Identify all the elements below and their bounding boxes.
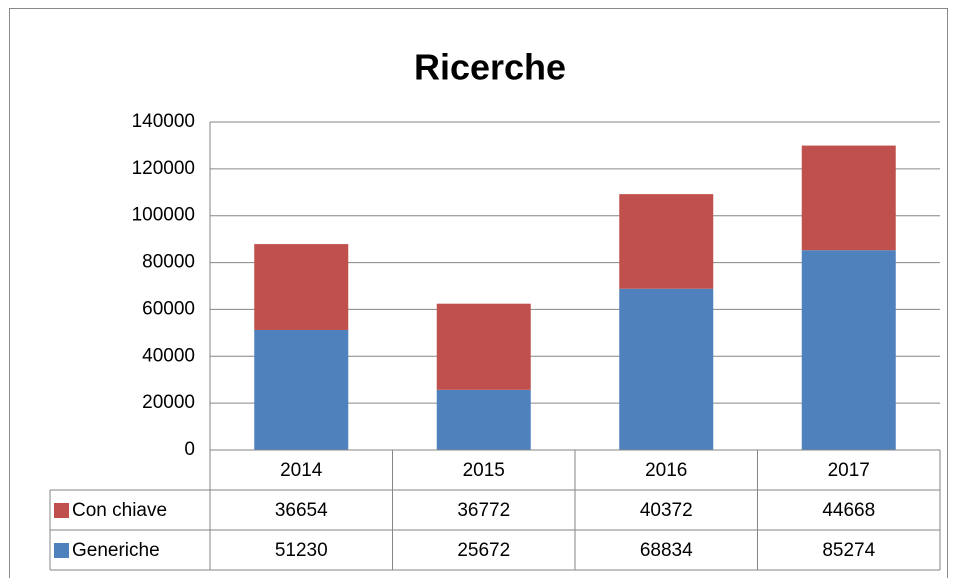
bar-segment: [801, 145, 896, 251]
legend-swatch: [54, 543, 69, 558]
bar-segment: [619, 194, 714, 289]
legend-label: Generiche: [72, 540, 160, 561]
legend-label: Con chiave: [72, 500, 167, 521]
table-value: 40372: [640, 500, 693, 521]
table-value: 85274: [822, 540, 875, 561]
y-tick-label: 140000: [132, 111, 195, 132]
table-value: 36772: [457, 500, 510, 521]
bar-segment: [254, 244, 349, 330]
x-tick-label: 2014: [280, 460, 323, 481]
y-tick-label: 100000: [132, 205, 195, 226]
x-tick-label: 2015: [463, 460, 505, 481]
bar-segment: [254, 329, 349, 450]
y-tick-label: 120000: [132, 158, 195, 179]
bar-segment: [801, 250, 896, 450]
y-tick-label: 20000: [142, 392, 195, 413]
chart-title: Ricerche: [414, 47, 566, 88]
chart-border: [9, 8, 948, 578]
table-value: 25672: [457, 540, 510, 561]
table-value: 68834: [640, 540, 693, 561]
y-tick-label: 0: [184, 439, 195, 460]
y-tick-label: 60000: [142, 298, 195, 319]
y-tick-label: 80000: [142, 252, 195, 273]
bar-segment: [436, 389, 531, 450]
bar-segment: [619, 288, 714, 450]
table-value: 36654: [275, 500, 328, 521]
x-tick-label: 2017: [828, 460, 870, 481]
x-tick-label: 2016: [645, 460, 687, 481]
bar-segment: [436, 303, 531, 390]
y-tick-label: 40000: [142, 345, 195, 366]
table-value: 44668: [822, 500, 875, 521]
table-value: 51230: [275, 540, 328, 561]
legend-swatch: [54, 503, 69, 518]
